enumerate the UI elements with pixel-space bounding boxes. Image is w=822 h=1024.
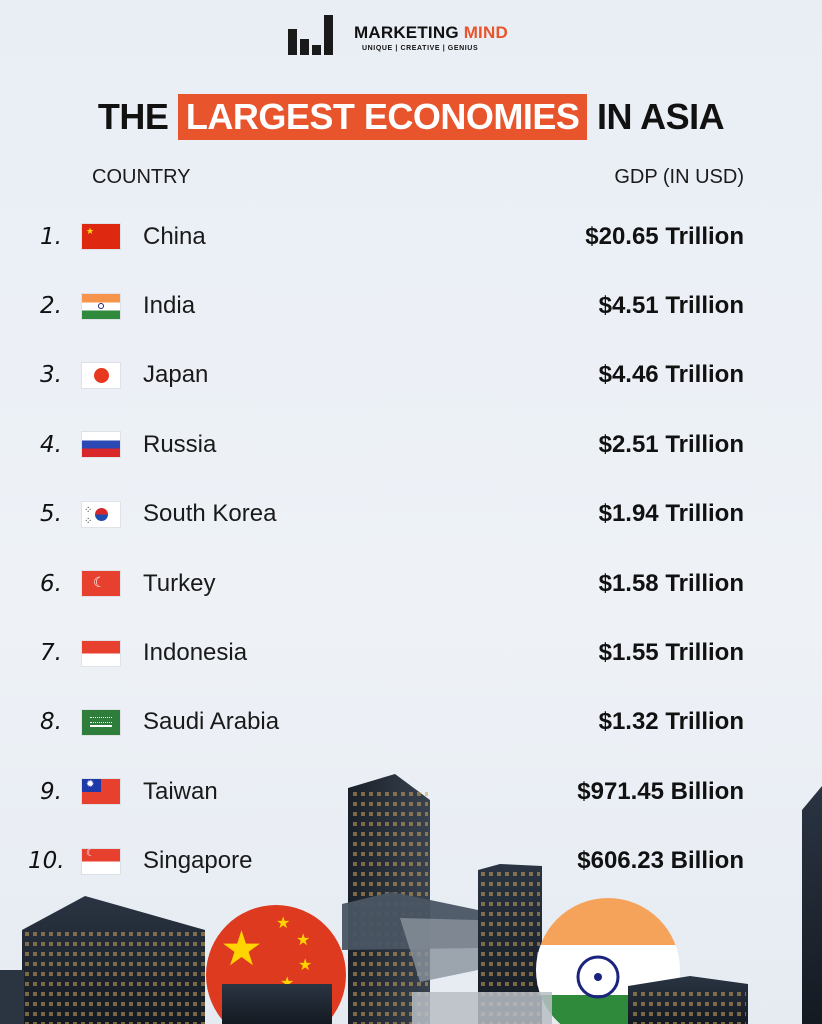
brand-name-part2: MIND [463,22,508,42]
country-name: China [143,222,206,250]
gdp-column-header: GDP (IN USD) [614,166,744,188]
rank: 3. [40,362,62,389]
table-row: 7. Indonesia $1.55 Trillion [0,618,822,687]
country-name: South Korea [143,500,277,528]
brand-name: MARKETING MIND [354,23,508,43]
brand-name-part1: MARKETING [354,22,459,42]
rank: 10. [28,848,65,875]
country-name: Japan [143,361,209,389]
country-name: Saudi Arabia [143,708,280,736]
svg-text:★: ★ [298,955,312,974]
china-flag-icon [82,224,120,250]
rank: 1. [40,223,62,250]
india-flag-icon [82,293,120,319]
gdp-value: $1.55 Trillion [598,639,744,667]
gdp-value: $1.58 Trillion [598,569,744,597]
table-row: 2. India $4.51 Trillion [0,271,822,340]
country-name: Russia [143,430,217,458]
left-building [0,896,205,1024]
country-name: Singapore [143,847,253,875]
gdp-value: $1.32 Trillion [598,708,744,736]
gdp-value: $971.45 Billion [577,777,744,805]
gdp-value: $20.65 Trillion [585,222,744,250]
gdp-value: $4.46 Trillion [598,361,744,389]
rank: 9. [40,778,62,805]
table-row: 9. Taiwan $971.45 Billion [0,757,822,826]
japan-flag-icon [82,362,120,388]
country-name: Taiwan [143,777,218,805]
rank: 5. [40,501,62,528]
table-row: 8. Saudi Arabia $1.32 Trillion [0,688,822,757]
rank: 4. [40,431,62,458]
taiwan-flag-icon [82,779,120,805]
page-title: THE LARGEST ECONOMIES IN ASIA [0,94,822,140]
city-skyline-illustration: ★ ★ ★ ★ ★ [0,774,822,1024]
rank: 7. [40,640,62,667]
right-building [478,864,542,1024]
singapore-flag-icon [82,848,120,874]
saudi-arabia-flag-icon [82,709,120,735]
bar-chart-logo-icon [286,15,342,57]
gdp-value: $1.94 Trillion [598,500,744,528]
svg-text:★: ★ [220,921,263,977]
country-name: India [143,292,196,320]
title-highlight: LARGEST ECONOMIES [177,94,588,140]
brand-logo: MARKETING MIND UNIQUE | CREATIVE | GENIU… [286,15,508,58]
title-after: IN ASIA [596,96,725,137]
brand-tagline: UNIQUE | CREATIVE | GENIUS [362,44,479,52]
gdp-value: $4.51 Trillion [598,292,744,320]
gdp-value: $2.51 Trillion [598,430,744,458]
south-korea-flag-icon [82,501,120,527]
table-row: 5. South Korea $1.94 Trillion [0,480,822,549]
rank: 8. [40,709,62,736]
svg-text:★: ★ [296,930,310,949]
economy-table: 1. China $20.65 Trillion 2. India $4.51 … [0,202,822,896]
title-before: THE [97,96,169,137]
table-row: 4. Russia $2.51 Trillion [0,410,822,479]
country-name: Indonesia [143,639,248,667]
table-row: 1. China $20.65 Trillion [0,202,822,271]
indonesia-flag-icon [82,640,120,666]
gdp-value: $606.23 Billion [577,847,744,875]
svg-text:★: ★ [276,913,290,932]
rank: 2. [40,293,62,320]
table-row: 10. Singapore $606.23 Billion [0,827,822,896]
turkey-flag-icon [82,571,120,597]
russia-flag-icon [82,432,120,458]
central-tower [342,774,478,1024]
table-row: 6. Turkey $1.58 Trillion [0,549,822,618]
table-row: 3. Japan $4.46 Trillion [0,341,822,410]
rank: 6. [40,570,62,597]
country-name: Turkey [143,569,216,597]
country-column-header: COUNTRY [92,166,191,188]
